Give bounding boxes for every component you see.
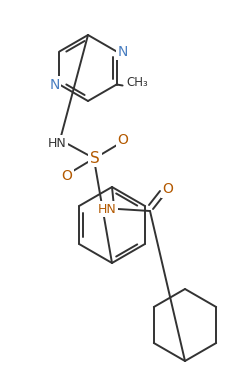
Text: S: S: [90, 151, 100, 166]
Text: O: O: [62, 169, 72, 183]
Text: HN: HN: [48, 137, 67, 149]
Text: N: N: [49, 77, 60, 92]
Text: N: N: [117, 45, 128, 59]
Text: CH₃: CH₃: [126, 76, 148, 89]
Text: HN: HN: [98, 203, 117, 216]
Text: O: O: [118, 133, 128, 147]
Text: O: O: [162, 182, 173, 196]
